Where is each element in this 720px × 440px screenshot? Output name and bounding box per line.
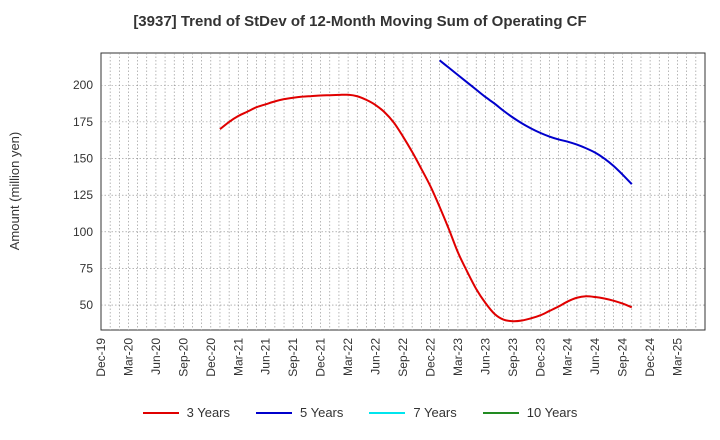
x-tick-label: Jun-20 <box>149 338 163 375</box>
x-tick-label: Jun-21 <box>259 338 273 375</box>
legend-swatch <box>142 411 179 414</box>
x-tick-label: Mar-20 <box>121 338 135 376</box>
x-tick-label: Jun-23 <box>478 338 492 375</box>
x-tick-label: Mar-22 <box>341 338 355 376</box>
y-tick-label: 125 <box>73 188 93 202</box>
legend-item: 3 Years <box>142 405 230 420</box>
legend: 3 Years 5 Years 7 Years 10 Years <box>0 405 720 420</box>
y-tick-label: 175 <box>73 115 93 129</box>
y-tick-label: 100 <box>73 225 93 239</box>
legend-label: 5 Years <box>300 405 344 420</box>
x-tick-label: Sep-23 <box>506 338 520 377</box>
x-tick-label: Dec-22 <box>423 338 437 377</box>
legend-label: 7 Years <box>413 405 457 420</box>
x-tick-label: Mar-24 <box>561 338 575 376</box>
y-tick-label: 50 <box>80 298 94 312</box>
y-axis-title: Amount (million yen) <box>7 132 22 251</box>
x-tick-label: Sep-24 <box>616 338 630 377</box>
x-tick-label: Mar-25 <box>671 338 685 376</box>
legend-label: 10 Years <box>526 405 578 420</box>
legend-label: 3 Years <box>186 405 230 420</box>
x-tick-label: Dec-19 <box>94 338 108 377</box>
y-tick-label: 200 <box>73 78 93 92</box>
x-tick-label: Sep-22 <box>396 338 410 377</box>
legend-item: 10 Years <box>482 405 578 420</box>
x-tick-label: Mar-23 <box>451 338 465 376</box>
chart-title: [3937] Trend of StDev of 12-Month Moving… <box>133 13 587 30</box>
x-tick-label: Sep-21 <box>286 338 300 377</box>
series-line-5-years <box>438 59 633 185</box>
x-tick-label: Dec-21 <box>314 338 328 377</box>
legend-swatch <box>369 411 406 414</box>
x-tick-label: Dec-23 <box>533 338 547 377</box>
legend-item: 7 Years <box>369 405 457 420</box>
x-tick-label: Dec-24 <box>643 338 657 377</box>
legend-item: 5 Years <box>256 405 343 420</box>
legend-swatch <box>256 411 292 414</box>
x-tick-label: Sep-20 <box>176 338 190 377</box>
x-tick-label: Jun-22 <box>369 338 383 375</box>
series-lines <box>219 59 633 323</box>
x-axis-ticks: Dec-19 Mar-20 Jun-20 Sep-20 Dec-20 Mar-21 Jun-… <box>94 338 685 377</box>
y-tick-label: 150 <box>73 152 93 166</box>
x-tick-label: Mar-21 <box>231 338 245 376</box>
y-axis-ticks: 50 75 100 125 150 175 200 <box>73 78 93 312</box>
series-line-3-years <box>219 93 633 323</box>
y-tick-label: 75 <box>80 261 94 275</box>
legend-swatch <box>482 411 519 414</box>
x-tick-label: Jun-24 <box>588 338 602 375</box>
x-tick-label: Dec-20 <box>204 338 218 377</box>
